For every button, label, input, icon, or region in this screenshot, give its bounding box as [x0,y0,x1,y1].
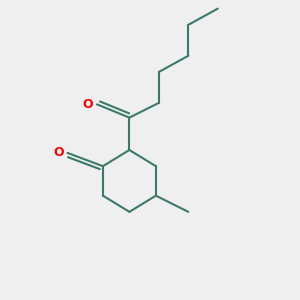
Text: O: O [83,98,94,111]
Text: O: O [53,146,64,159]
